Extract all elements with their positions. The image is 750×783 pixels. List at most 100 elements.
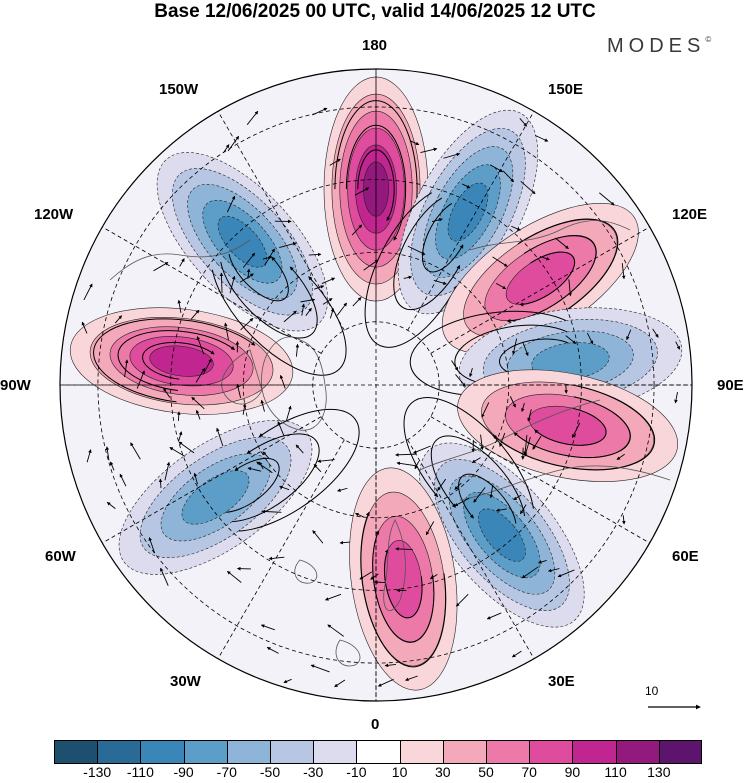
wind-arrow <box>163 387 171 398</box>
wind-arrow <box>239 273 254 283</box>
coastline <box>335 639 361 667</box>
wind-arrow <box>373 580 386 584</box>
streamline <box>211 269 347 376</box>
wind-arrow <box>521 566 539 579</box>
streamline <box>228 254 289 302</box>
wind-arrow <box>178 431 183 441</box>
wind-arrow <box>675 341 681 350</box>
wind-arrow <box>414 461 420 470</box>
wind-arrow <box>114 315 123 324</box>
wind-arrow <box>557 569 575 578</box>
anomaly-contour <box>478 508 526 562</box>
wind-arrow <box>495 283 507 290</box>
wind-arrow <box>83 283 93 301</box>
wind-arrow <box>571 422 581 439</box>
wind-arrow <box>305 307 312 316</box>
wind-arrow <box>106 501 116 510</box>
colorbar-tick-label: 70 <box>521 764 537 780</box>
wind-arrow <box>279 485 290 491</box>
wind-arrow <box>443 152 461 159</box>
wind-arrow <box>462 183 471 189</box>
colorbar-tick-label: 110 <box>604 764 627 780</box>
anomaly-center <box>364 109 539 348</box>
wind-arrow <box>317 459 335 463</box>
wind-arrow <box>395 547 413 551</box>
wind-arrow <box>339 540 351 545</box>
wind-arrow <box>420 147 438 153</box>
wind-arrow <box>153 262 169 272</box>
wind-arrow <box>86 449 92 463</box>
wind-arrow <box>195 409 201 420</box>
anomaly-center <box>403 397 585 628</box>
wind-vectors <box>81 107 681 688</box>
wind-arrow <box>310 664 330 673</box>
wind-arrow <box>520 180 536 195</box>
colorbar-tick-label: 10 <box>391 764 408 780</box>
wind-arrow <box>359 571 373 580</box>
wind-arrow <box>351 224 363 236</box>
streamline <box>142 341 215 380</box>
wind-arrow <box>486 612 502 620</box>
colorbar-bin <box>97 740 141 764</box>
anomaly-contour <box>149 345 214 377</box>
wind-arrow <box>301 303 306 316</box>
anomaly-center <box>69 307 294 415</box>
wind-arrow <box>260 624 275 631</box>
wind-arrow <box>246 268 251 279</box>
wind-arrow <box>81 321 88 334</box>
wind-arrow <box>124 359 129 378</box>
wind-arrow <box>329 308 335 319</box>
wind-arrow <box>177 299 182 313</box>
lon-label-30w: 30W <box>170 673 201 690</box>
anomaly-contour <box>447 182 489 242</box>
wind-arrow <box>260 399 265 412</box>
wind-arrow <box>433 279 447 285</box>
streamline <box>513 396 631 459</box>
wind-arrow <box>322 298 333 305</box>
wind-arrow <box>521 402 525 413</box>
wind-arrow <box>190 309 200 320</box>
coastline <box>109 239 251 281</box>
wind-arrow <box>300 298 316 303</box>
anomaly-center <box>457 369 679 482</box>
streamline <box>492 385 656 471</box>
wind-arrow <box>119 473 127 487</box>
wind-arrow <box>136 370 145 389</box>
coastline <box>419 399 601 471</box>
wind-arrow <box>599 192 615 206</box>
wind-arrow <box>240 317 254 331</box>
anomaly-center <box>441 203 639 354</box>
colorbar-bin <box>399 740 444 764</box>
wind-arrow <box>295 444 304 454</box>
streamline <box>345 124 407 241</box>
meridian <box>430 416 650 544</box>
anomaly-center <box>349 467 458 691</box>
colorbar-bin <box>140 740 185 764</box>
wind-arrow <box>226 195 236 213</box>
wind-arrow <box>539 255 550 261</box>
wind-arrow <box>313 463 322 473</box>
colorbar-bin <box>442 740 487 764</box>
wind-arrow <box>202 358 212 375</box>
wind-arrow <box>405 675 418 682</box>
colorbar-tick-label: -10 <box>346 764 367 780</box>
streamline <box>372 530 435 643</box>
wind-arrow <box>324 593 342 601</box>
modes-logo: MODES© <box>607 35 711 58</box>
wind-arrow <box>336 302 347 316</box>
colorbar-bin <box>658 740 703 764</box>
wind-arrow <box>522 342 529 357</box>
wind-arrow <box>455 593 469 607</box>
wind-arrow <box>384 663 397 668</box>
streamline <box>225 457 280 513</box>
meridian <box>407 439 535 659</box>
lon-label-120w: 120W <box>34 206 74 223</box>
wind-arrow <box>195 367 206 383</box>
wind-arrow <box>219 272 224 293</box>
wind-arrow <box>178 441 195 454</box>
colorbar-bin <box>529 740 573 764</box>
wind-arrow <box>403 275 413 280</box>
wind-arrow <box>495 508 507 512</box>
wind-arrow <box>216 427 224 447</box>
lon-label-90w: 90W <box>0 377 31 394</box>
